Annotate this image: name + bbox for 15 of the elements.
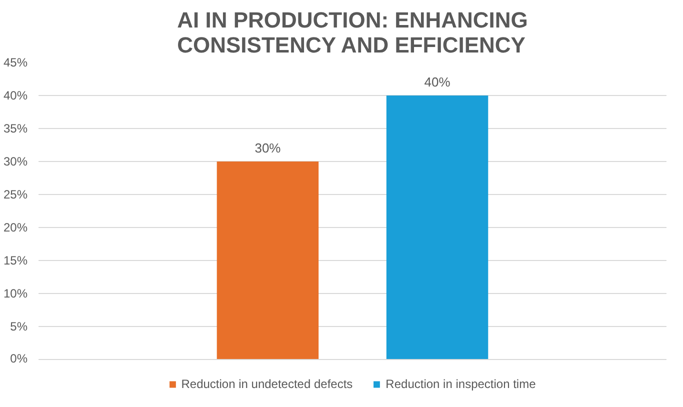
legend-label: Reduction in inspection time (386, 377, 536, 391)
legend-label: Reduction in undetected defects (181, 377, 353, 391)
y-tick-label: 15% (3, 254, 28, 268)
y-tick-label: 40% (3, 88, 28, 102)
y-tick-label: 30% (3, 154, 28, 168)
y-tick-label: 35% (3, 122, 28, 136)
y-tick-label: 25% (3, 188, 28, 202)
y-tick-label: 10% (3, 286, 28, 300)
chart-title: AI IN PRODUCTION: ENHANCING CONSISTENCY AND EFFICIENCY (177, 8, 528, 58)
y-tick-label: 5% (10, 320, 28, 334)
data-label: 40% (424, 74, 451, 90)
y-tick-label: 0% (10, 352, 28, 366)
y-tick-label: 45% (3, 56, 28, 70)
y-tick-label: 20% (3, 220, 28, 234)
data-label: 30% (254, 140, 282, 156)
